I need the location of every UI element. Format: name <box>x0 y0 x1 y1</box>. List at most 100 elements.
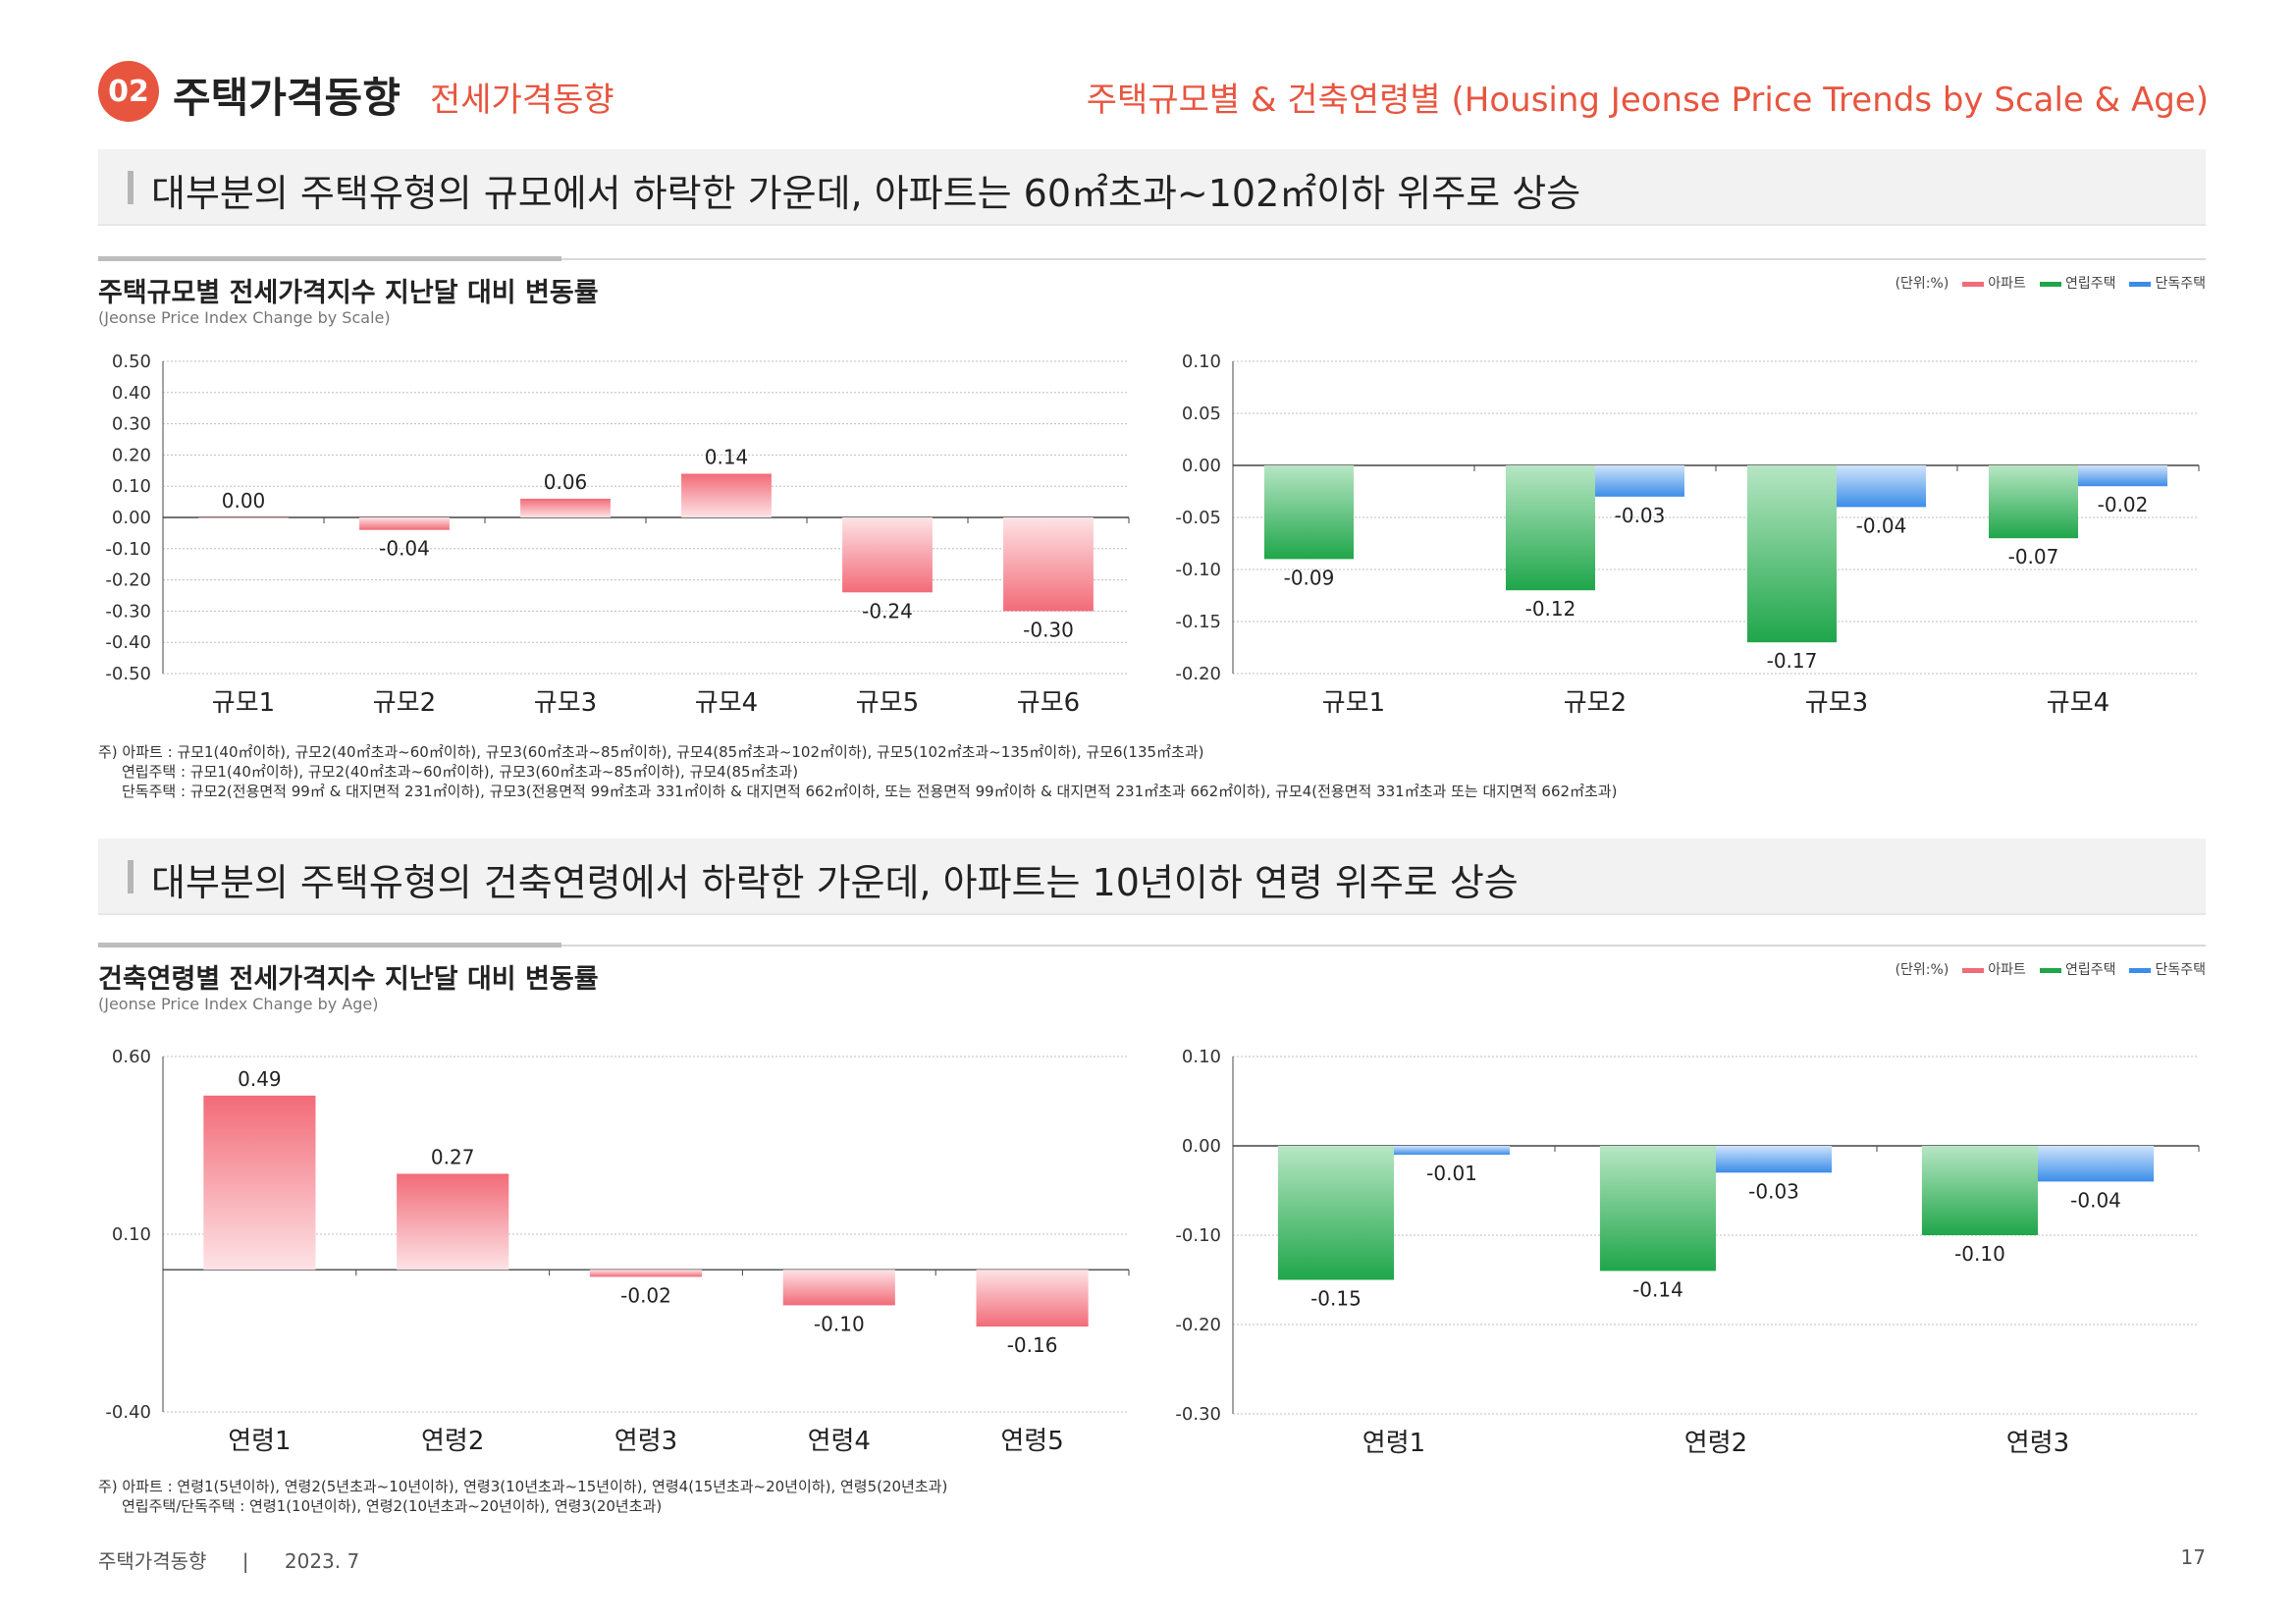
legend-item-apt: 아파트 <box>1962 959 2026 979</box>
legend-unit: (단위:%) <box>1895 962 1949 978</box>
bar-row <box>1277 1146 1394 1280</box>
y-tick-label: -0.15 <box>1175 612 1221 632</box>
scale-chart-rule <box>98 256 2206 261</box>
y-tick-label: 0.20 <box>112 445 151 465</box>
scale-note-row: 연립주택 : 규모1(40㎡이하), 규모2(40㎡초과~60㎡이하), 규모3… <box>122 763 799 781</box>
scale-row-detached-chart: 0.10 0.05 0.00 -0.05 -0.10 -0.15 -0.20 규모1 -0.09… <box>1175 352 2200 718</box>
y-tick-label: -0.20 <box>1175 1315 1221 1335</box>
data-label: -0.17 <box>1767 649 1818 673</box>
bar-row <box>1988 465 2078 539</box>
y-tick-label: -0.30 <box>1175 1404 1221 1425</box>
y-tick-label: -0.50 <box>105 664 151 684</box>
y-tick-label: -0.10 <box>1175 560 1221 580</box>
legend-item-row: 연립주택 <box>2039 959 2115 979</box>
x-tick-label: 연령1 <box>228 1427 291 1456</box>
x-tick-label: 연령2 <box>1684 1429 1747 1458</box>
age-note-row-detached: 연립주택/단독주택 : 연령1(10년이하), 연령2(10년초과~20년이하)… <box>122 1497 663 1515</box>
data-label: -0.09 <box>1284 566 1335 589</box>
bar-det <box>2078 465 2168 487</box>
x-tick-label: 규모1 <box>1322 688 1385 718</box>
x-tick-label: 규모4 <box>2047 688 2109 718</box>
data-label: -0.02 <box>2098 493 2149 516</box>
banner-accent-bar <box>128 860 133 893</box>
data-label: -0.12 <box>1525 597 1576 621</box>
y-tick-label: -0.10 <box>1175 1225 1221 1246</box>
x-tick-label: 규모4 <box>695 688 758 718</box>
y-tick-label: -0.20 <box>105 570 151 591</box>
legend-item-detached: 단독주택 <box>2129 273 2206 293</box>
bar-row <box>1599 1146 1716 1272</box>
data-label: -0.01 <box>1426 1162 1477 1185</box>
y-tick-label: 0.50 <box>112 352 151 372</box>
y-tick-label: 0.10 <box>112 476 151 497</box>
data-label: -0.03 <box>1748 1179 1799 1203</box>
bar-det <box>1837 465 1927 508</box>
footer-separator: | <box>241 1549 249 1573</box>
y-tick-label: -0.05 <box>1175 508 1221 528</box>
data-label: 0.00 <box>222 489 266 513</box>
y-tick-label: -0.40 <box>105 632 151 653</box>
bar-row <box>1505 465 1595 591</box>
y-tick-label: -0.10 <box>105 539 151 560</box>
page-topic-title: 주택규모별 & 건축연령별 (Housing Jeonse Price Tren… <box>1086 81 2209 120</box>
scale-note-apt: 주) 아파트 : 규모1(40㎡이하), 규모2(40㎡초과~60㎡이하), 규… <box>98 743 1204 761</box>
y-tick-label: 0.00 <box>1182 1136 1221 1157</box>
age-chart-title: 건축연령별 전세가격지수 지난달 대비 변동률 <box>98 964 599 995</box>
x-tick-label: 연령3 <box>2006 1429 2069 1458</box>
scale-note-detached: 단독주택 : 규모2(전용면적 99㎡ & 대지면적 231㎡이하), 규모3(… <box>122 783 1618 800</box>
bar-det <box>2038 1146 2155 1182</box>
y-tick-label: -0.20 <box>1175 664 1221 684</box>
age-chart-subtitle: (Jeonse Price Index Change by Age) <box>98 995 379 1013</box>
y-tick-label: 0.00 <box>1182 456 1221 476</box>
bar-apt <box>359 517 450 530</box>
footer-title: 주택가격동향 <box>98 1549 207 1573</box>
data-label: 0.27 <box>431 1145 475 1168</box>
bar-apt <box>1003 517 1094 612</box>
bar-det <box>1394 1146 1511 1156</box>
x-tick-label: 규모3 <box>1805 688 1868 718</box>
data-label: -0.15 <box>1310 1287 1362 1311</box>
footer-date: 2023. 7 <box>284 1549 360 1573</box>
y-tick-label: -0.40 <box>105 1402 151 1423</box>
bar-apt <box>520 498 611 517</box>
age-notes: 주) 아파트 : 연령1(5년이하), 연령2(5년초과~10년이하), 연령3… <box>98 1477 947 1516</box>
data-label: 0.06 <box>544 470 588 494</box>
x-tick-label: 연령5 <box>1000 1427 1063 1456</box>
scale-chart-subtitle: (Jeonse Price Index Change by Scale) <box>98 308 391 327</box>
data-label: 0.14 <box>705 445 749 468</box>
y-tick-label: 0.40 <box>112 383 151 404</box>
data-label: -0.10 <box>814 1312 865 1335</box>
data-label: -0.30 <box>1023 618 1074 641</box>
data-label: -0.16 <box>1007 1333 1058 1357</box>
x-tick-label: 규모5 <box>856 688 919 718</box>
x-tick-label: 연령3 <box>614 1427 677 1456</box>
data-label: -0.03 <box>1615 504 1666 527</box>
section-number-badge: 02 <box>98 61 159 122</box>
y-tick-label: 0.10 <box>112 1224 151 1245</box>
x-tick-label: 규모1 <box>212 688 275 718</box>
x-tick-label: 규모2 <box>373 688 436 718</box>
data-label: -0.04 <box>379 537 430 561</box>
y-tick-label: 0.10 <box>1182 352 1221 372</box>
bar-det <box>1595 465 1685 497</box>
bar-apt <box>976 1270 1089 1327</box>
bar-apt <box>198 517 289 518</box>
y-tick-label: 0.60 <box>112 1047 151 1067</box>
x-tick-label: 규모3 <box>534 688 597 718</box>
age-chart-rule <box>98 943 2206 947</box>
scale-legend: (단위:%) 아파트 연립주택 단독주택 <box>1896 273 2206 293</box>
age-headline: 대부분의 주택유형의 건축연령에서 하락한 가운데, 아파트는 10년이하 연령… <box>151 861 1519 904</box>
legend-unit: (단위:%) <box>1895 276 1949 292</box>
scale-notes: 주) 아파트 : 규모1(40㎡이하), 규모2(40㎡초과~60㎡이하), 규… <box>98 742 1618 801</box>
data-label: -0.10 <box>1954 1242 2005 1266</box>
data-label: -0.02 <box>620 1283 671 1307</box>
bar-det <box>1716 1146 1833 1173</box>
section-title: 주택가격동향 <box>173 74 400 122</box>
y-tick-label: 0.05 <box>1182 404 1221 424</box>
y-tick-label: 0.00 <box>112 508 151 528</box>
age-headline-banner: 대부분의 주택유형의 건축연령에서 하락한 가운데, 아파트는 10년이하 연령… <box>98 839 2206 915</box>
banner-accent-bar <box>128 171 133 204</box>
y-tick-label: 0.10 <box>1182 1047 1221 1067</box>
x-tick-label: 연령4 <box>808 1427 871 1456</box>
bar-apt <box>782 1270 895 1306</box>
